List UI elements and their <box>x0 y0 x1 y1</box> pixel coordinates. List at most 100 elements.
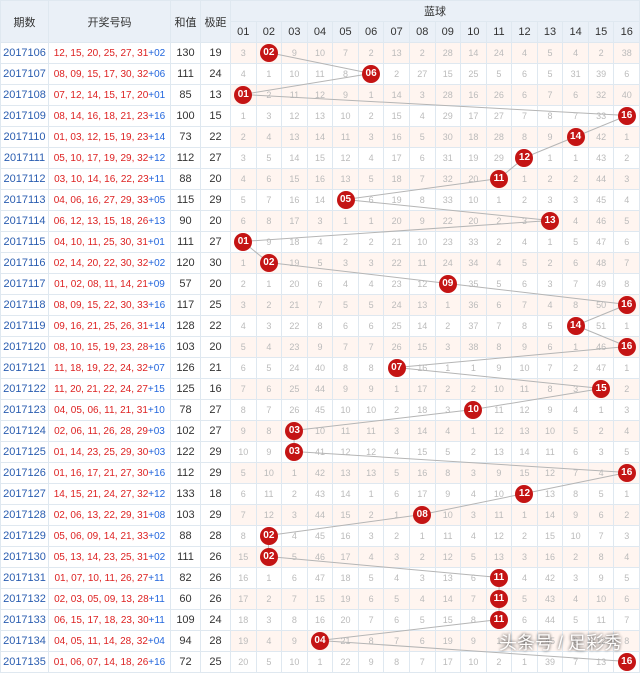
cell-period: 2017108 <box>1 85 49 106</box>
cell-ball-09: 17 <box>435 652 461 673</box>
cell-ball-05: 13 <box>333 169 359 190</box>
hit-ball: 02 <box>260 548 278 566</box>
cell-range: 27 <box>201 400 231 421</box>
cell-ball-10: 2 <box>461 442 487 463</box>
cell-ball-06: 2 <box>358 232 384 253</box>
data-row: 201712905, 06, 09, 14, 21, 33+0288288024… <box>1 526 640 547</box>
cell-ball-08: 3 <box>409 568 435 589</box>
cell-ball-07: 25 <box>384 316 410 337</box>
cell-sum: 82 <box>171 568 201 589</box>
cell-ball-01: 16 <box>231 568 257 589</box>
cell-ball-13: 13 <box>537 484 563 505</box>
cell-ball-04: 5 <box>307 253 333 274</box>
cell-ball-16: 5 <box>614 211 640 232</box>
col-ball-01: 01 <box>231 22 257 43</box>
cell-ball-16: 4 <box>614 547 640 568</box>
data-row: 201712714, 15, 21, 24, 27, 32+1213318611… <box>1 484 640 505</box>
cell-range: 26 <box>201 589 231 610</box>
hit-ball: 11 <box>490 569 508 587</box>
cell-draw: 09, 16, 21, 25, 26, 31+14 <box>49 316 171 337</box>
cell-ball-08: 2 <box>409 547 435 568</box>
cell-sum: 94 <box>171 631 201 652</box>
data-row: 201711001, 03, 12, 15, 19, 23+1473222413… <box>1 127 640 148</box>
cell-ball-03: 9 <box>282 43 308 64</box>
cell-draw: 03, 10, 14, 16, 22, 23+11 <box>49 169 171 190</box>
cell-ball-16: 8 <box>614 274 640 295</box>
cell-ball-15: 6 <box>588 505 614 526</box>
cell-ball-15: 46 <box>588 211 614 232</box>
cell-ball-10: 17 <box>461 106 487 127</box>
data-row: 201711701, 02, 08, 11, 14, 21+0957202120… <box>1 274 640 295</box>
cell-ball-02: 12 <box>256 505 282 526</box>
cell-ball-16: 1 <box>614 316 640 337</box>
data-row: 201712304, 05, 06, 11, 21, 31+1078278726… <box>1 400 640 421</box>
cell-sum: 112 <box>171 148 201 169</box>
hit-ball: 11 <box>490 590 508 608</box>
cell-sum: 130 <box>171 43 201 64</box>
cell-ball-02: 4 <box>256 631 282 652</box>
cell-ball-08: 11 <box>409 253 435 274</box>
data-row: 201712802, 06, 13, 22, 29, 31+0810329712… <box>1 505 640 526</box>
cell-ball-14: 3 <box>563 190 589 211</box>
cell-ball-05: 12 <box>333 442 359 463</box>
cell-ball-05: 20 <box>333 610 359 631</box>
hit-ball: 04 <box>311 632 329 650</box>
cell-ball-13: 16 <box>537 547 563 568</box>
cell-ball-07: 5 <box>384 589 410 610</box>
cell-ball-16: 2 <box>614 379 640 400</box>
cell-ball-08: 6 <box>409 148 435 169</box>
data-row: 201712111, 18, 19, 22, 24, 32+0712621652… <box>1 358 640 379</box>
cell-ball-14: 6 <box>563 85 589 106</box>
cell-sum: 133 <box>171 484 201 505</box>
cell-ball-11: 2 <box>486 652 512 673</box>
cell-ball-02: 5 <box>256 358 282 379</box>
cell-range: 29 <box>201 442 231 463</box>
cell-period: 2017130 <box>1 547 49 568</box>
cell-ball-16: 6 <box>614 232 640 253</box>
cell-ball-15: 51 <box>588 316 614 337</box>
cell-draw: 05, 13, 14, 23, 25, 31+02 <box>49 547 171 568</box>
cell-ball-02: 10 <box>256 463 282 484</box>
cell-ball-16: 38 <box>614 43 640 64</box>
cell-ball-09: 24 <box>435 253 461 274</box>
cell-sum: 57 <box>171 274 201 295</box>
cell-ball-06: 2 <box>358 106 384 127</box>
cell-period: 2017134 <box>1 631 49 652</box>
cell-period: 2017123 <box>1 400 49 421</box>
cell-ball-15: 11 <box>588 610 614 631</box>
cell-period: 2017112 <box>1 169 49 190</box>
cell-ball-06: 2 <box>358 43 384 64</box>
cell-ball-02: 02 <box>256 43 282 64</box>
cell-ball-16: 16 <box>614 295 640 316</box>
cell-ball-06: 1 <box>358 484 384 505</box>
cell-ball-16: 16 <box>614 652 640 673</box>
cell-ball-08: 17 <box>409 484 435 505</box>
cell-ball-04: 44 <box>307 505 333 526</box>
data-row: 201710908, 14, 16, 18, 21, 23+1610015131… <box>1 106 640 127</box>
cell-range: 16 <box>201 379 231 400</box>
cell-ball-04: 4 <box>307 232 333 253</box>
cell-period: 2017113 <box>1 190 49 211</box>
cell-ball-01: 6 <box>231 358 257 379</box>
cell-ball-08: 4 <box>409 589 435 610</box>
cell-ball-05: 17 <box>333 547 359 568</box>
cell-ball-03: 12 <box>282 106 308 127</box>
cell-sum: 120 <box>171 253 201 274</box>
cell-range: 27 <box>201 232 231 253</box>
cell-ball-12: 6 <box>512 610 538 631</box>
cell-ball-07: 5 <box>384 463 410 484</box>
hit-ball: 09 <box>439 275 457 293</box>
cell-sum: 117 <box>171 295 201 316</box>
cell-ball-04: 44 <box>307 379 333 400</box>
cell-ball-16: 3 <box>614 526 640 547</box>
cell-ball-05: 16 <box>333 526 359 547</box>
cell-ball-02: 7 <box>256 190 282 211</box>
cell-ball-08: 5 <box>409 127 435 148</box>
cell-ball-02: 6 <box>256 169 282 190</box>
cell-ball-01: 4 <box>231 316 257 337</box>
cell-ball-11: 2 <box>486 211 512 232</box>
cell-period: 2017121 <box>1 358 49 379</box>
cell-period: 2017114 <box>1 211 49 232</box>
cell-ball-10: 2 <box>461 379 487 400</box>
cell-ball-08: 7 <box>409 652 435 673</box>
